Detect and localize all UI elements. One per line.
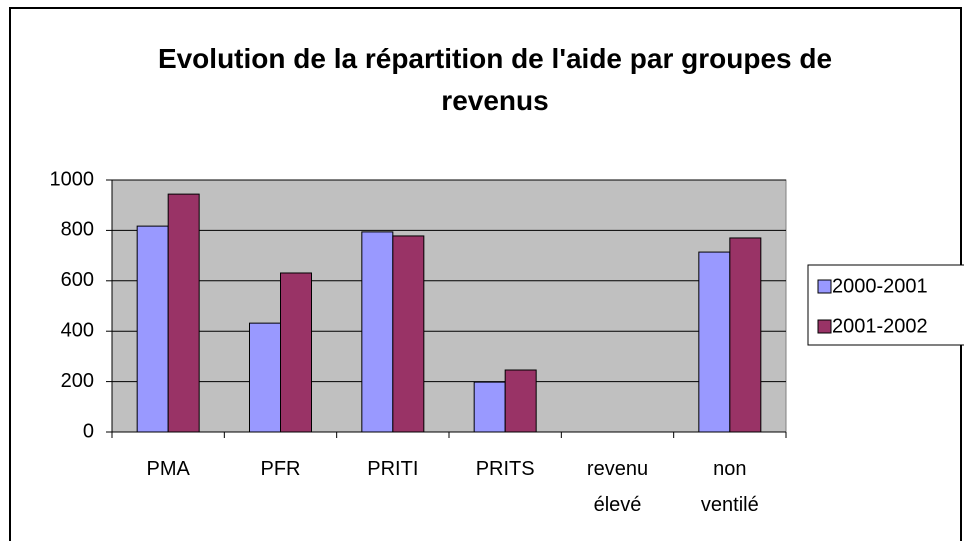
x-tick-label: non ventilé: [700, 458, 759, 516]
y-tick-label: 400: [61, 319, 94, 341]
y-tick-label: 200: [61, 370, 94, 392]
bar: [361, 231, 394, 433]
bar: [729, 237, 762, 433]
legend-label: 2000-2001: [832, 275, 928, 297]
y-tick-label: 600: [61, 269, 94, 291]
bar: [249, 322, 281, 433]
bar: [167, 193, 200, 433]
y-tick-label: 1000: [50, 168, 95, 190]
plot-area: [111, 179, 787, 433]
bar: [280, 272, 312, 433]
x-tick-label: PRITI: [367, 458, 419, 480]
x-tick-label: revenu élevé: [586, 458, 649, 516]
legend-swatch: [817, 279, 832, 294]
bar: [698, 251, 731, 433]
bar: [136, 225, 169, 433]
y-tick-label: 800: [61, 219, 94, 241]
legend-box: [807, 264, 964, 346]
x-tick-label: PFR: [260, 458, 301, 480]
chart-title: Evolution de la répartition de l'aide pa…: [157, 43, 833, 116]
x-tick-label: PRITS: [475, 458, 535, 480]
x-tick-label: PMA: [146, 458, 190, 480]
y-tick-label: 0: [83, 420, 94, 442]
bar: [392, 235, 425, 433]
bar: [473, 381, 506, 433]
legend-swatch: [817, 319, 832, 334]
bar: [504, 369, 537, 433]
legend-label: 2001-2002: [832, 315, 928, 337]
